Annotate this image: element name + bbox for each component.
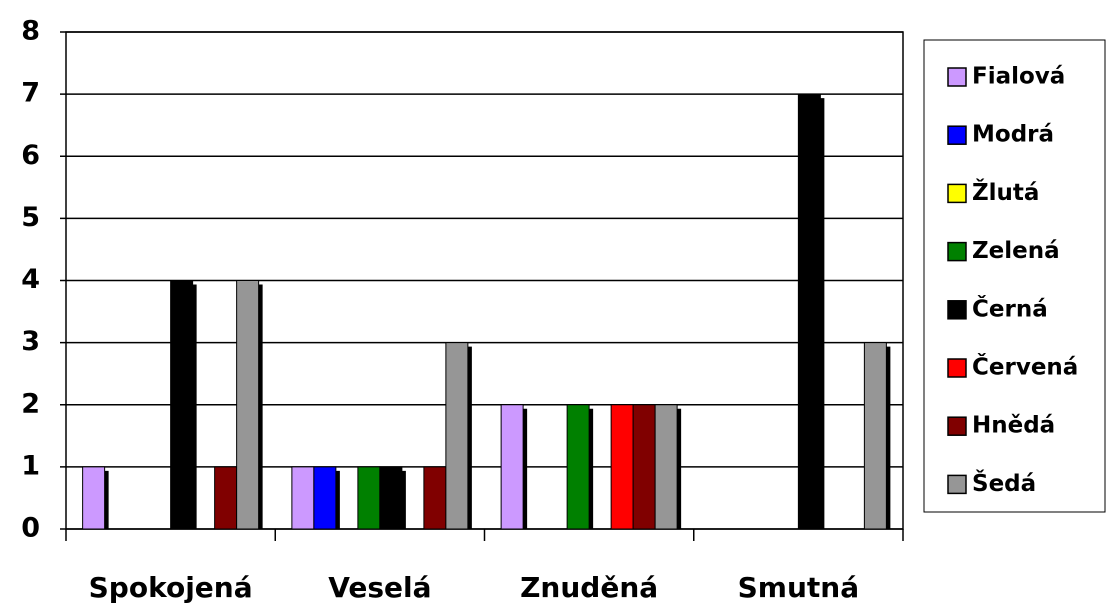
legend-label: Černá xyxy=(972,294,1048,322)
x-tick-label: Spokojená xyxy=(89,571,253,604)
legend-label: Fialová xyxy=(972,64,1065,90)
bar xyxy=(214,466,238,530)
legend-swatch xyxy=(947,358,967,378)
y-tick-label: 4 xyxy=(21,264,40,295)
bar xyxy=(291,466,315,530)
bar xyxy=(797,93,821,530)
legend-label: Modrá xyxy=(972,122,1054,148)
legend-swatch xyxy=(947,416,967,436)
legend-label: Hnědá xyxy=(972,413,1055,439)
bar xyxy=(500,404,524,530)
legend-label: Šedá xyxy=(972,469,1036,497)
bar xyxy=(863,342,887,530)
y-tick-label: 1 xyxy=(21,450,40,481)
y-tick-label: 7 xyxy=(21,78,40,109)
legend-label: Žlutá xyxy=(972,178,1039,206)
bar xyxy=(379,466,403,530)
legend-label: Červená xyxy=(972,353,1078,381)
y-tick-label: 2 xyxy=(21,388,40,419)
bar xyxy=(445,342,469,530)
y-tick-label: 3 xyxy=(21,326,40,357)
legend-swatch xyxy=(947,67,967,87)
bar xyxy=(313,466,337,530)
bar xyxy=(170,280,194,530)
bar xyxy=(423,466,447,530)
y-tick-label: 8 xyxy=(21,16,40,47)
y-tick-label: 5 xyxy=(21,202,40,233)
y-tick-label: 0 xyxy=(21,513,40,544)
bar xyxy=(357,466,381,530)
bar xyxy=(654,404,678,530)
bar xyxy=(610,404,634,530)
legend-swatch xyxy=(947,183,967,204)
legend-box xyxy=(923,39,1106,513)
x-tick-label: Smutná xyxy=(738,571,860,604)
bar xyxy=(632,404,656,530)
x-tick-label: Veselá xyxy=(328,571,431,604)
legend-label: Zelená xyxy=(972,238,1060,264)
bar xyxy=(566,404,590,530)
bar xyxy=(82,466,106,530)
legend-swatch xyxy=(947,125,967,145)
legend-swatch xyxy=(947,241,967,262)
bar xyxy=(236,280,260,530)
y-tick-label: 6 xyxy=(21,140,40,171)
x-tick-label: Znuděná xyxy=(520,571,658,604)
legend-swatch xyxy=(947,474,967,495)
legend-swatch xyxy=(947,300,967,320)
